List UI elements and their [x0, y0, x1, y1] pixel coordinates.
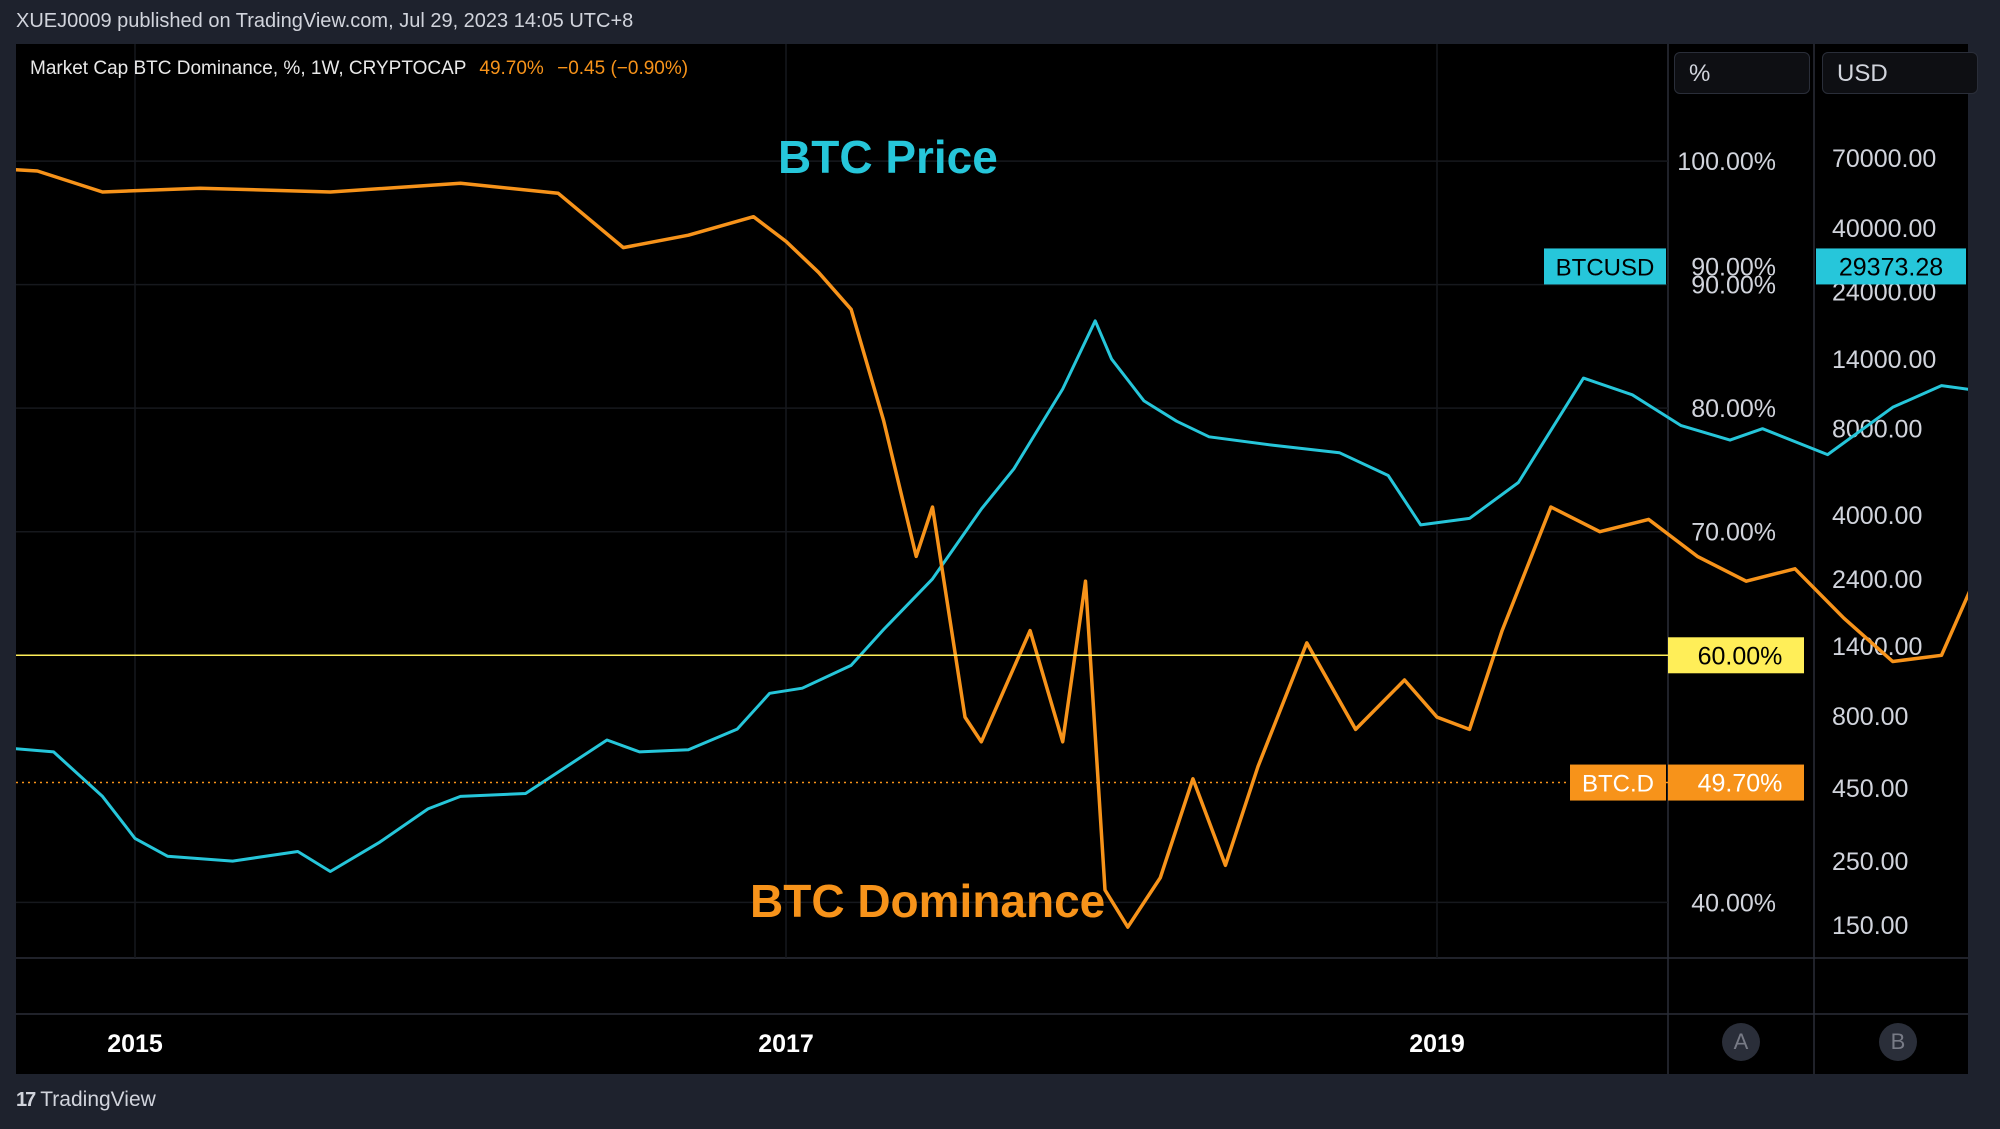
dominance-tick-label: 40.00% [1691, 889, 1776, 917]
publisher-header: XUEJ0009 published on TradingView.com, J… [16, 10, 634, 32]
dominance-tick-label: 90.00% [1691, 272, 1776, 300]
chart-legend: Market Cap BTC Dominance, %, 1W, CRYPTOC… [30, 58, 688, 80]
price-tick-label: 2400.00 [1832, 566, 1922, 594]
footer-brand[interactable]: 17 TradingView [16, 1088, 156, 1112]
btc-d-value-label: 49.70% [1698, 770, 1783, 798]
price-tick-label: 4000.00 [1832, 502, 1922, 530]
level-line-label-box [1668, 637, 1804, 674]
btc-dominance-title: BTC Dominance [750, 875, 1106, 927]
level-line-label: 60.00% [1698, 642, 1783, 670]
x-tick-label: 2015 [107, 1030, 163, 1058]
x-tick-label: 2019 [1409, 1030, 1465, 1058]
series-line-btc-d [16, 167, 1968, 929]
chart-canvas[interactable]: 20152017201920212023100.00%90.00%80.00%7… [16, 44, 1968, 1074]
currency-unit-selector[interactable]: USD [1822, 52, 1978, 94]
dominance-tick-label: 100.00% [1677, 148, 1776, 176]
price-tick-label: 250.00 [1832, 848, 1908, 876]
price-tick-label: 150.00 [1832, 912, 1908, 940]
price-tick-label: 450.00 [1832, 775, 1908, 803]
btcusd-pct-label: 90.00% [1691, 253, 1776, 281]
x-tick-label: 2017 [758, 1030, 814, 1058]
btc-d-value-box [1668, 764, 1804, 801]
dominance-tick-label: 70.00% [1691, 519, 1776, 547]
scale-a-button[interactable]: A [1722, 1023, 1760, 1061]
btc-d-tag-label: BTC.D [1582, 771, 1654, 798]
tradingview-logo-icon: 17 [16, 1088, 36, 1111]
price-tick-label: 800.00 [1832, 703, 1908, 731]
btcusd-value-label: 29373.28 [1839, 253, 1943, 281]
btcusd-tag-box [1544, 248, 1666, 285]
price-tick-label: 14000.00 [1832, 346, 1936, 374]
btcusd-tag-label: BTCUSD [1556, 254, 1655, 281]
series-line-btcusd [16, 319, 1968, 873]
btcusd-value-box [1816, 248, 1966, 285]
footer-brand-name: TradingView [40, 1088, 156, 1111]
price-tick-label: 70000.00 [1832, 145, 1936, 173]
scale-b-button[interactable]: B [1879, 1023, 1917, 1061]
legend-value: 49.70% [479, 58, 544, 79]
legend-symbol: Market Cap BTC Dominance, %, 1W, CRYPTOC… [30, 58, 467, 79]
dominance-tick-label: 80.00% [1691, 395, 1776, 423]
btc-price-title: BTC Price [778, 131, 998, 183]
percent-unit-selector[interactable]: % [1674, 52, 1810, 94]
btc-d-tag-box [1570, 764, 1666, 801]
price-tick-label: 40000.00 [1832, 215, 1936, 243]
legend-change: −0.45 (−0.90%) [557, 58, 689, 79]
